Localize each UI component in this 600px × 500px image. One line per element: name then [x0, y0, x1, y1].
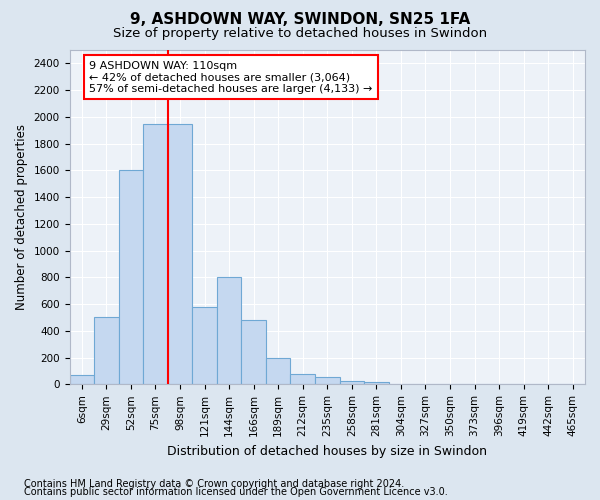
Text: Contains public sector information licensed under the Open Government Licence v3: Contains public sector information licen…: [24, 487, 448, 497]
Bar: [266, 358, 290, 384]
Bar: [290, 374, 315, 384]
Text: Size of property relative to detached houses in Swindon: Size of property relative to detached ho…: [113, 28, 487, 40]
X-axis label: Distribution of detached houses by size in Swindon: Distribution of detached houses by size …: [167, 444, 487, 458]
Bar: [192, 307, 217, 384]
Bar: [315, 377, 340, 384]
Bar: [217, 278, 241, 384]
Text: Contains HM Land Registry data © Crown copyright and database right 2024.: Contains HM Land Registry data © Crown c…: [24, 479, 404, 489]
Bar: [119, 170, 143, 384]
Bar: [364, 382, 389, 384]
Bar: [143, 124, 168, 384]
Bar: [94, 318, 119, 384]
Y-axis label: Number of detached properties: Number of detached properties: [15, 124, 28, 310]
Bar: [168, 124, 192, 384]
Text: 9 ASHDOWN WAY: 110sqm
← 42% of detached houses are smaller (3,064)
57% of semi-d: 9 ASHDOWN WAY: 110sqm ← 42% of detached …: [89, 60, 373, 94]
Text: 9, ASHDOWN WAY, SWINDON, SN25 1FA: 9, ASHDOWN WAY, SWINDON, SN25 1FA: [130, 12, 470, 28]
Bar: [340, 381, 364, 384]
Bar: [70, 375, 94, 384]
Bar: [241, 320, 266, 384]
